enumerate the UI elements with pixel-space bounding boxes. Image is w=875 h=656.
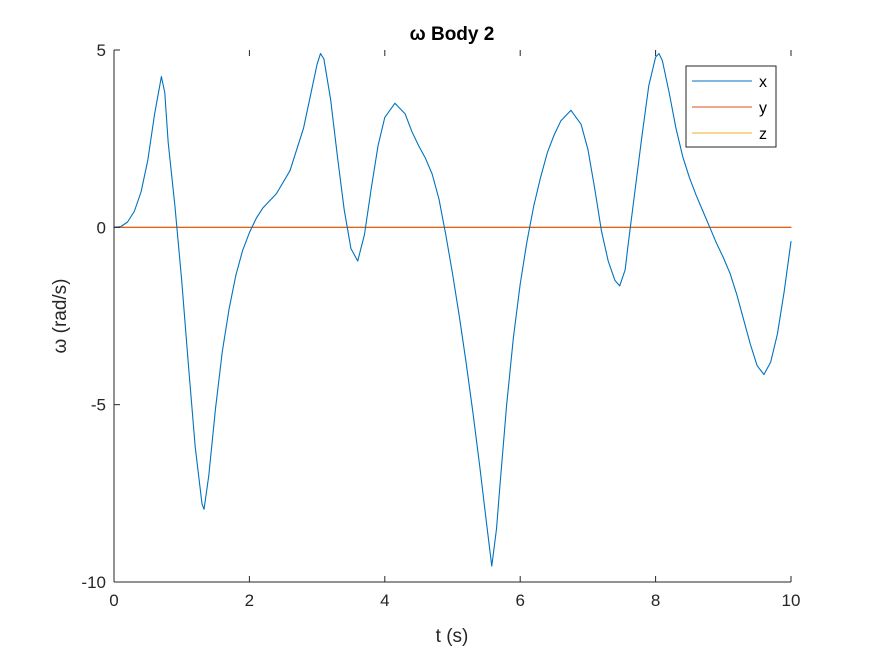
series-layer (113, 53, 792, 567)
legend-label-y: y (759, 100, 767, 117)
x-tick-label: 2 (245, 591, 254, 610)
x-tick-label: 0 (109, 591, 118, 610)
y-tick-label: -5 (91, 396, 106, 415)
x-ticks: 0 2 4 6 8 10 (109, 50, 800, 610)
legend-label-z: z (759, 126, 767, 143)
y-tick-label: 0 (97, 218, 106, 237)
x-tick-label: 8 (651, 591, 660, 610)
legend-entries: xyz (692, 74, 767, 143)
y-axis-label: ω (rad/s) (50, 278, 71, 353)
axes-layer (113, 50, 791, 583)
legend-label-x: x (759, 74, 767, 91)
y-tick-label: -10 (81, 573, 106, 592)
x-axis-label: t (s) (436, 626, 469, 647)
x-tick-label: 4 (380, 591, 389, 610)
x-tick-label: 6 (515, 591, 524, 610)
y-tick-label: 5 (97, 41, 106, 60)
legend: xyz (685, 65, 777, 148)
chart-title: ω Body 2 (410, 24, 495, 45)
x-tick-label: 10 (782, 591, 801, 610)
series-line-x (113, 53, 792, 567)
y-ticks: -10 -5 0 5 (81, 41, 120, 592)
